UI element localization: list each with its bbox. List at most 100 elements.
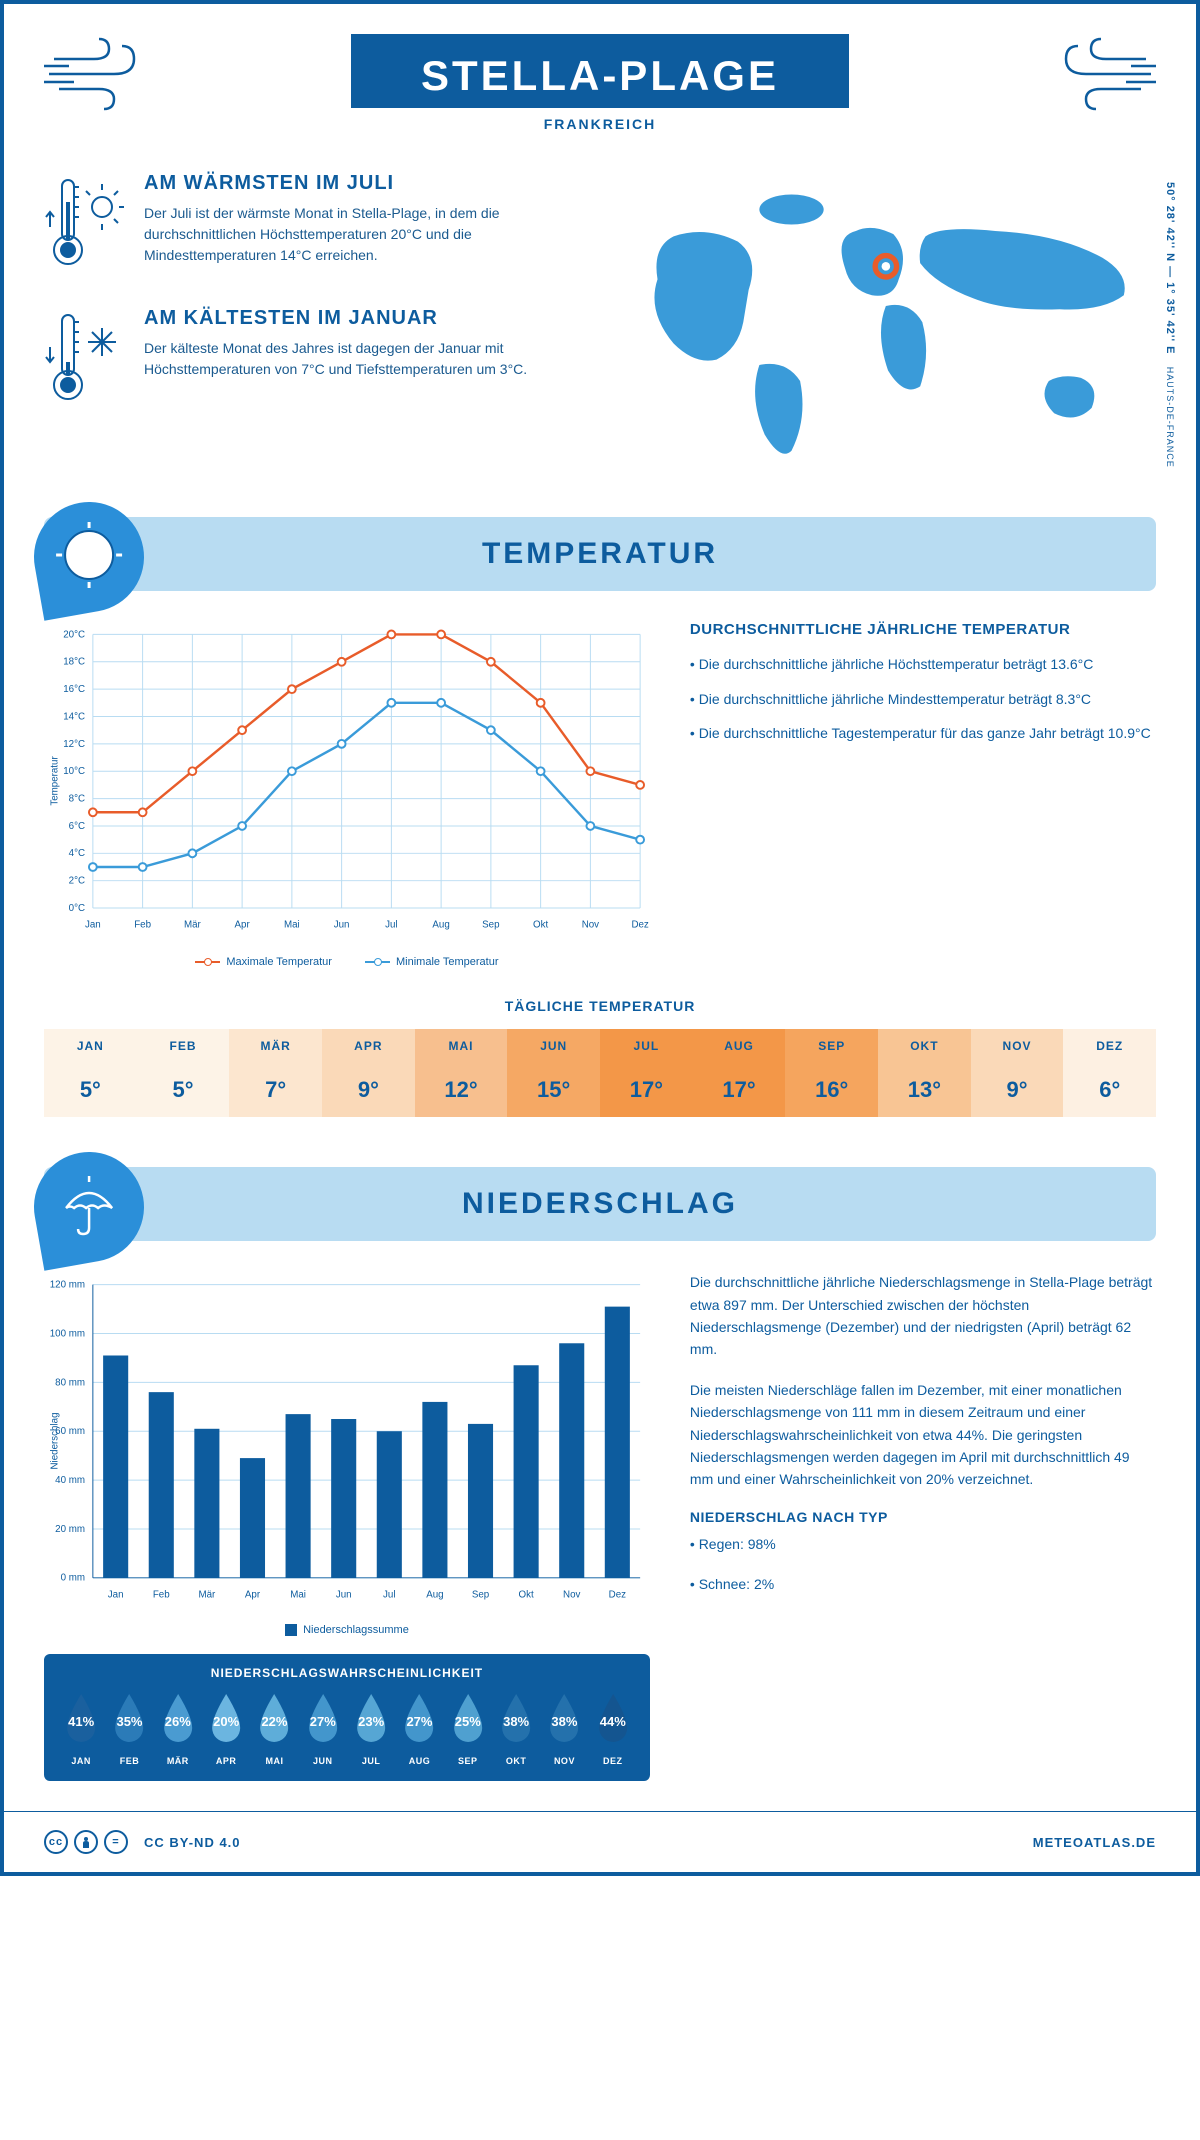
svg-text:Jun: Jun <box>336 1590 352 1601</box>
temp-cell: DEZ 6° <box>1063 1029 1156 1117</box>
license-text: CC BY-ND 4.0 <box>144 1835 241 1850</box>
svg-text:Sep: Sep <box>482 920 500 931</box>
precip-section: 0 mm20 mm40 mm60 mm80 mm100 mm120 mmJanF… <box>44 1271 1156 1781</box>
prob-drop: 22% MAI <box>252 1692 296 1766</box>
svg-text:Nov: Nov <box>563 1590 580 1601</box>
warmest-fact: AM WÄRMSTEN IM JULI Der Juli ist der wär… <box>44 172 580 277</box>
svg-text:Dez: Dez <box>631 920 648 931</box>
svg-text:Okt: Okt <box>519 1590 534 1601</box>
svg-text:Jul: Jul <box>383 1590 395 1601</box>
prob-drop: 27% JUN <box>301 1692 345 1766</box>
temp-cell: JUN 15° <box>507 1029 600 1117</box>
prob-drop: 38% OKT <box>494 1692 538 1766</box>
temp-cell: MÄR 7° <box>229 1029 322 1117</box>
svg-text:Mär: Mär <box>184 920 202 931</box>
thermometer-snow-icon <box>44 307 124 412</box>
precip-rain: • Regen: 98% <box>690 1533 1156 1555</box>
prob-drop: 20% APR <box>204 1692 248 1766</box>
prob-drop: 41% JAN <box>59 1692 103 1766</box>
svg-text:Temperatur: Temperatur <box>50 756 61 806</box>
temperature-chart: 0°C2°C4°C6°C8°C10°C12°C14°C16°C18°C20°CJ… <box>44 621 650 968</box>
svg-text:Nov: Nov <box>582 920 599 931</box>
intro-section: AM WÄRMSTEN IM JULI Der Juli ist der wär… <box>44 172 1156 477</box>
sun-icon <box>25 493 152 620</box>
prob-drop: 25% SEP <box>446 1692 490 1766</box>
coldest-fact: AM KÄLTESTEN IM JANUAR Der kälteste Mona… <box>44 307 580 412</box>
svg-text:10°C: 10°C <box>63 766 85 777</box>
by-icon <box>74 1830 98 1854</box>
prob-drop: 44% DEZ <box>591 1692 635 1766</box>
temp-cell: JUL 17° <box>600 1029 693 1117</box>
prob-drop: 26% MÄR <box>156 1692 200 1766</box>
temperature-header: TEMPERATUR <box>44 517 1156 591</box>
svg-text:4°C: 4°C <box>69 848 85 859</box>
thermometer-sun-icon <box>44 172 124 277</box>
precip-chart: 0 mm20 mm40 mm60 mm80 mm100 mm120 mmJanF… <box>44 1271 650 1611</box>
title-ribbon: STELLA-PLAGE <box>351 34 849 108</box>
svg-text:0 mm: 0 mm <box>61 1573 85 1584</box>
warmest-title: AM WÄRMSTEN IM JULI <box>144 172 580 195</box>
svg-text:Aug: Aug <box>432 920 449 931</box>
temp-info: DURCHSCHNITTLICHE JÄHRLICHE TEMPERATUR •… <box>690 621 1156 968</box>
svg-text:20°C: 20°C <box>63 629 85 640</box>
coordinates: 50° 28' 42'' N — 1° 35' 42'' E HAUTS-DE-… <box>1164 182 1176 468</box>
temp-cell: JAN 5° <box>44 1029 137 1117</box>
wind-icon-right <box>1046 34 1156 119</box>
precip-header: NIEDERSCHLAG <box>44 1167 1156 1241</box>
temperature-section: 0°C2°C4°C6°C8°C10°C12°C14°C16°C18°C20°CJ… <box>44 621 1156 968</box>
subtitle: FRANKREICH <box>44 116 1156 132</box>
page: STELLA-PLAGE FRANKREICH AM WÄRMSTEN IM J… <box>0 0 1200 1876</box>
coldest-text: Der kälteste Monat des Jahres ist dagege… <box>144 338 580 380</box>
wind-icon-left <box>44 34 154 119</box>
svg-text:20 mm: 20 mm <box>55 1524 85 1535</box>
svg-text:100 mm: 100 mm <box>50 1329 85 1340</box>
daily-temp-grid: JAN 5° FEB 5° MÄR 7° APR 9° MAI 12° JUN … <box>44 1029 1156 1117</box>
temp-cell: OKT 13° <box>878 1029 971 1117</box>
precip-legend: Niederschlagssumme <box>44 1624 650 1639</box>
svg-text:120 mm: 120 mm <box>50 1280 85 1291</box>
umbrella-icon <box>25 1143 152 1270</box>
precip-type-title: NIEDERSCHLAG NACH TYP <box>690 1509 1156 1525</box>
coldest-title: AM KÄLTESTEN IM JANUAR <box>144 307 580 330</box>
svg-text:Aug: Aug <box>426 1590 443 1601</box>
temperature-title: TEMPERATUR <box>74 537 1126 571</box>
temp-bullet: • Die durchschnittliche jährliche Höchst… <box>690 653 1156 675</box>
svg-text:14°C: 14°C <box>63 712 85 723</box>
prob-drop: 23% JUL <box>349 1692 393 1766</box>
precip-text: Die durchschnittliche jährliche Niedersc… <box>690 1271 1156 1781</box>
svg-text:Niederschlag: Niederschlag <box>50 1413 61 1470</box>
daily-temp-title: TÄGLICHE TEMPERATUR <box>44 998 1156 1014</box>
svg-text:Mär: Mär <box>198 1590 216 1601</box>
temp-cell: APR 9° <box>322 1029 415 1117</box>
temp-bullet: • Die durchschnittliche jährliche Mindes… <box>690 688 1156 710</box>
precip-left: 0 mm20 mm40 mm60 mm80 mm100 mm120 mmJanF… <box>44 1271 650 1781</box>
svg-text:40 mm: 40 mm <box>55 1475 85 1486</box>
svg-text:Feb: Feb <box>134 920 151 931</box>
license-block: cc = CC BY-ND 4.0 <box>44 1830 241 1854</box>
map-column: 50° 28' 42'' N — 1° 35' 42'' E HAUTS-DE-… <box>620 172 1156 477</box>
svg-text:Okt: Okt <box>533 920 548 931</box>
daily-temp-section: TÄGLICHE TEMPERATUR JAN 5° FEB 5° MÄR 7°… <box>44 998 1156 1117</box>
probability-box: NIEDERSCHLAGSWAHRSCHEINLICHKEIT 41% JAN … <box>44 1654 650 1781</box>
svg-text:8°C: 8°C <box>69 794 85 805</box>
warmest-text: Der Juli ist der wärmste Monat in Stella… <box>144 203 580 266</box>
temp-cell: SEP 16° <box>785 1029 878 1117</box>
nd-icon: = <box>104 1830 128 1854</box>
precip-p2: Die meisten Niederschläge fallen im Deze… <box>690 1379 1156 1491</box>
svg-text:2°C: 2°C <box>69 876 85 887</box>
svg-text:Apr: Apr <box>245 1590 261 1601</box>
prob-row: 41% JAN 35% FEB 26% MÄR 20% APR 22% MAI … <box>59 1692 635 1766</box>
precip-title: NIEDERSCHLAG <box>74 1187 1126 1221</box>
svg-text:Sep: Sep <box>472 1590 490 1601</box>
prob-drop: 27% AUG <box>397 1692 441 1766</box>
facts-column: AM WÄRMSTEN IM JULI Der Juli ist der wär… <box>44 172 580 477</box>
temp-cell: NOV 9° <box>971 1029 1064 1117</box>
svg-text:0°C: 0°C <box>69 903 85 914</box>
temp-legend: Maximale Temperatur Minimale Temperatur <box>44 954 650 968</box>
site-name: METEOATLAS.DE <box>1033 1835 1156 1850</box>
svg-text:Feb: Feb <box>153 1590 170 1601</box>
svg-text:12°C: 12°C <box>63 739 85 750</box>
precip-snow: • Schnee: 2% <box>690 1573 1156 1595</box>
header: STELLA-PLAGE FRANKREICH <box>44 34 1156 132</box>
prob-title: NIEDERSCHLAGSWAHRSCHEINLICHKEIT <box>59 1666 635 1680</box>
